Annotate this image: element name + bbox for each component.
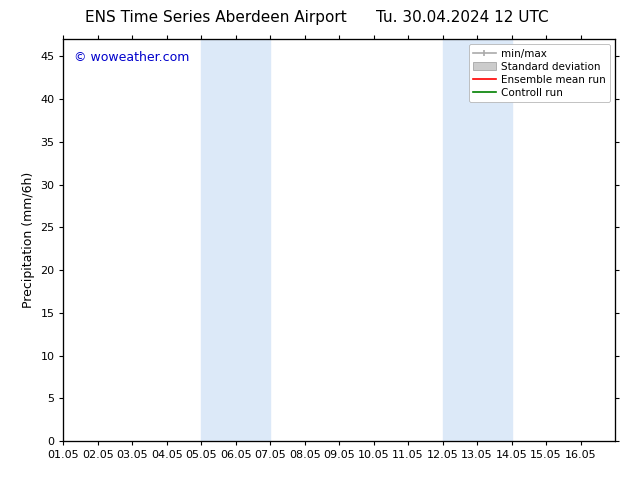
Y-axis label: Precipitation (mm/6h): Precipitation (mm/6h) — [22, 172, 35, 308]
Text: ENS Time Series Aberdeen Airport      Tu. 30.04.2024 12 UTC: ENS Time Series Aberdeen Airport Tu. 30.… — [85, 10, 549, 25]
Legend: min/max, Standard deviation, Ensemble mean run, Controll run: min/max, Standard deviation, Ensemble me… — [469, 45, 610, 102]
Bar — [202, 39, 270, 441]
Bar — [443, 39, 512, 441]
Text: © woweather.com: © woweather.com — [74, 51, 190, 64]
